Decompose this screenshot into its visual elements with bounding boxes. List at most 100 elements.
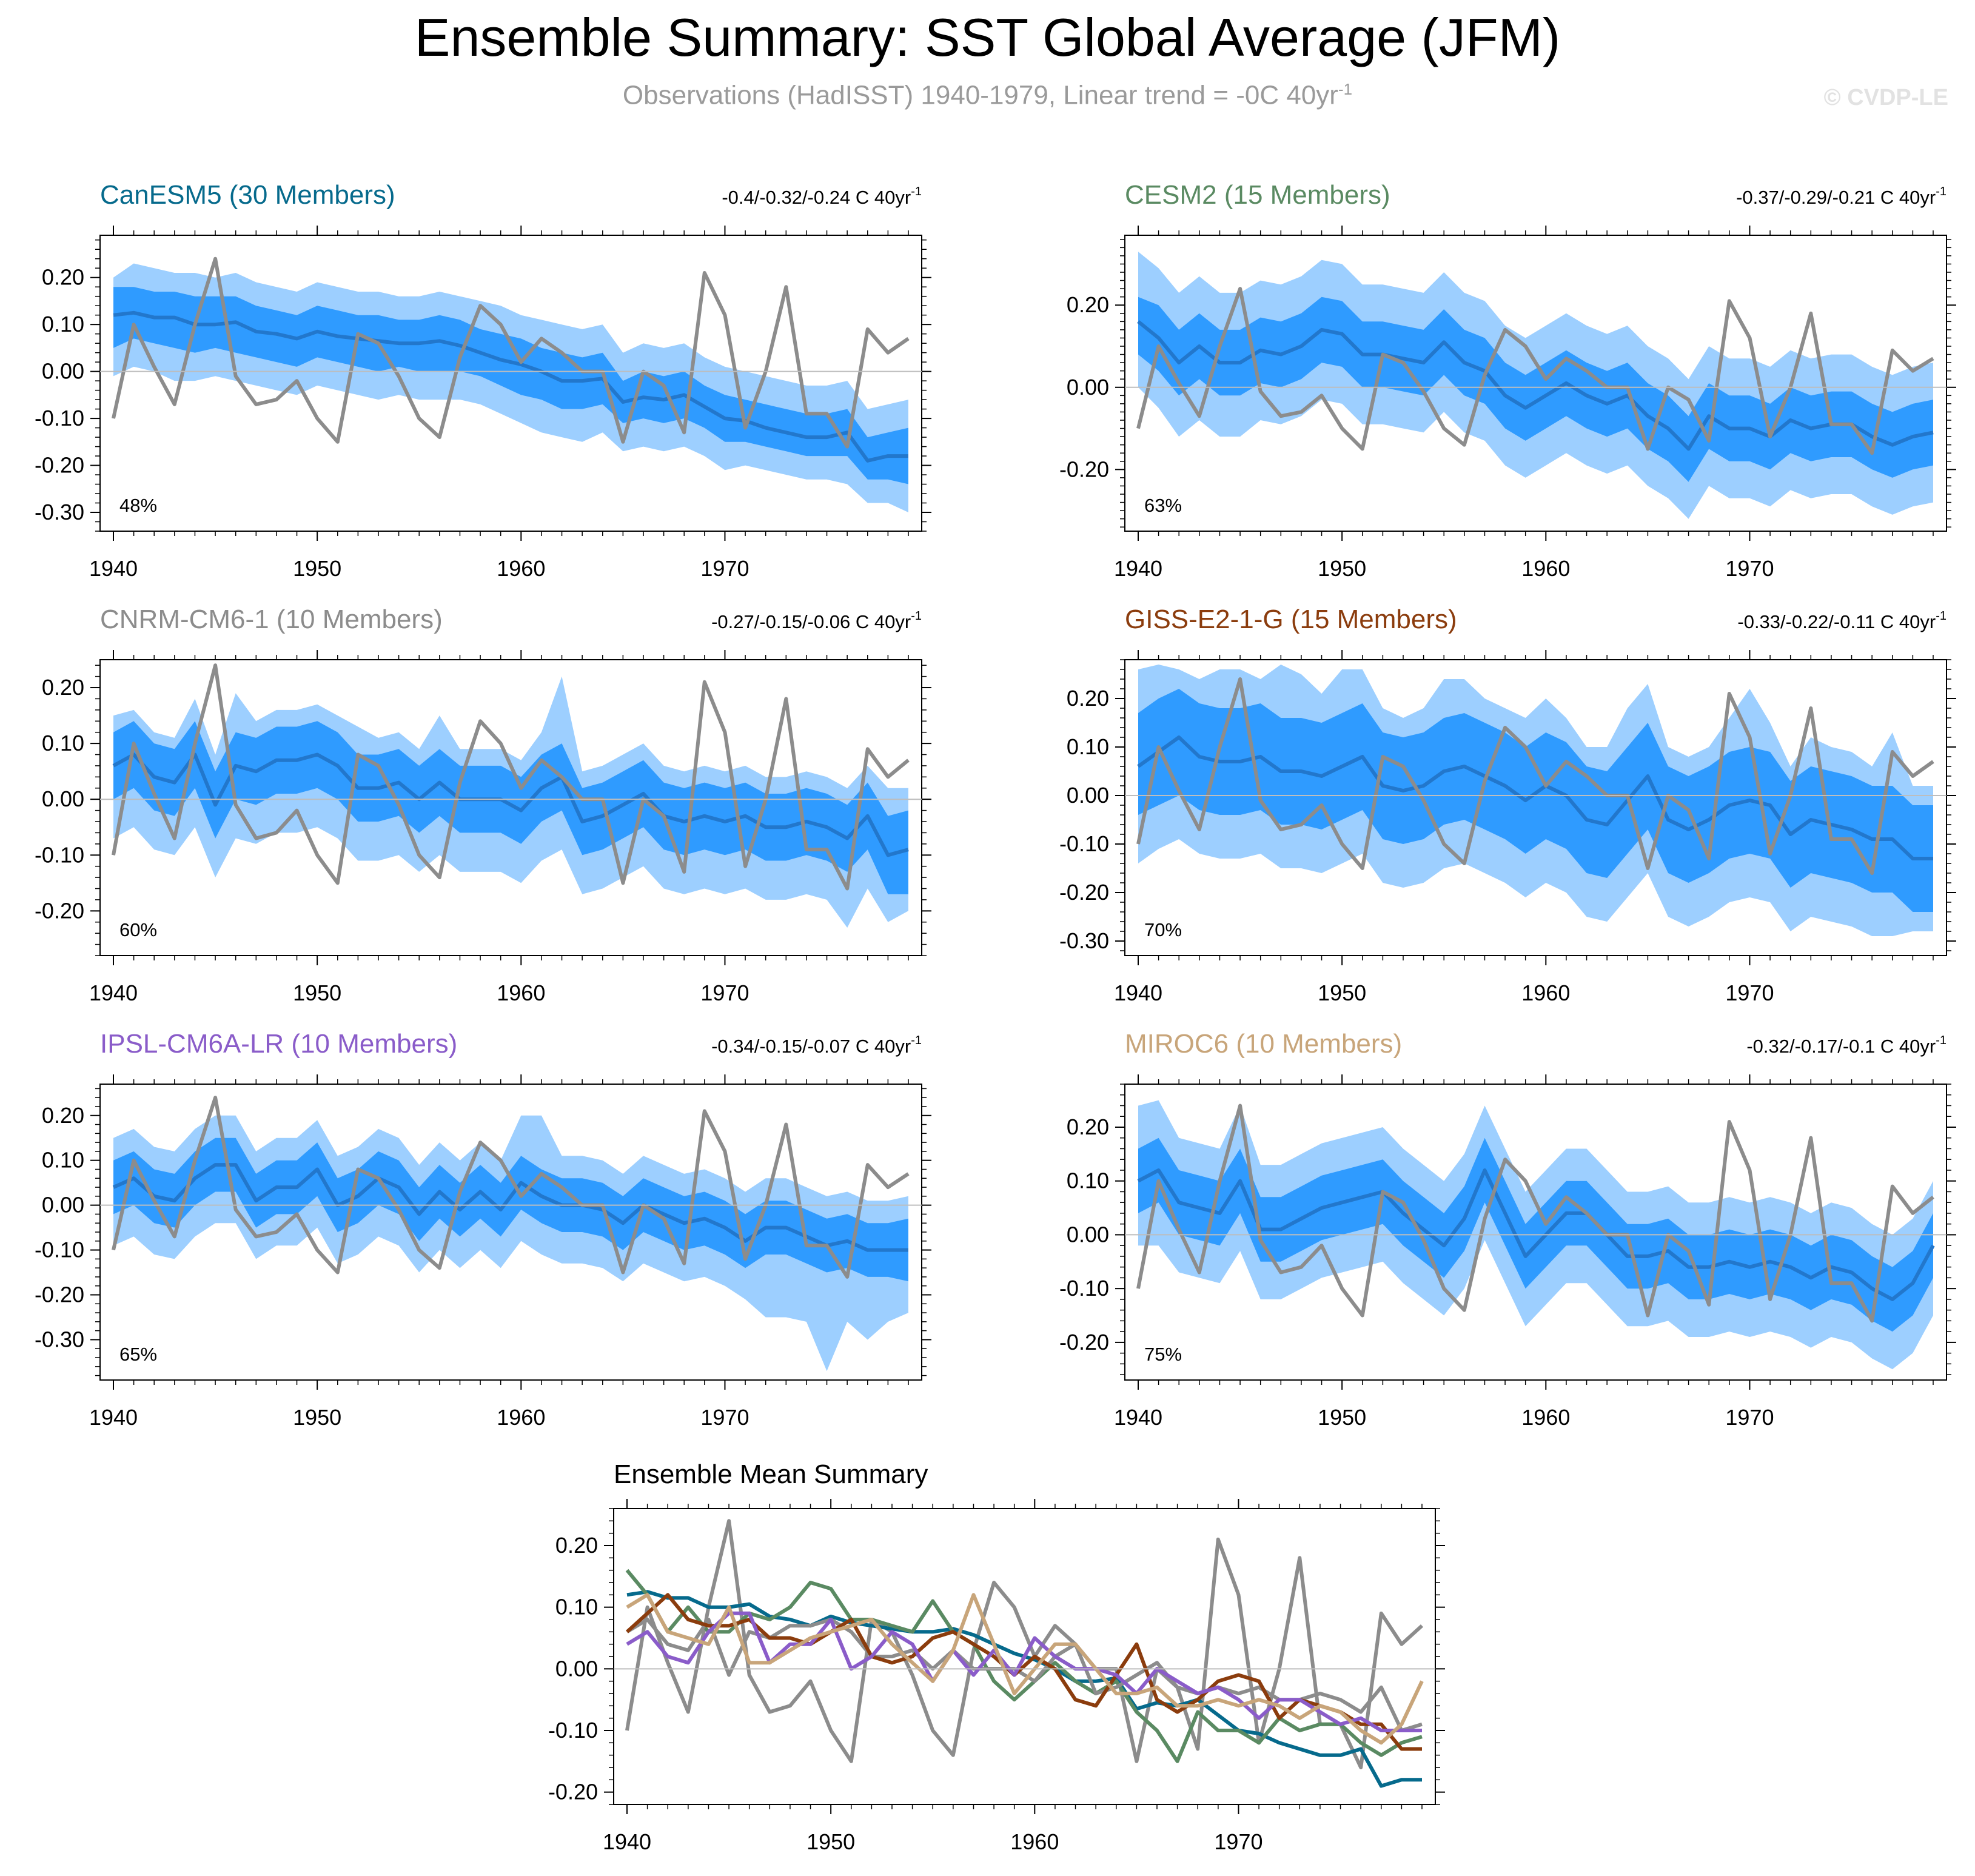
credit-watermark: © CVDP-LE xyxy=(1823,85,1948,110)
trend-range-value: -0.33/-0.22/-0.11 C 40yr xyxy=(1737,611,1936,632)
main-title: Ensemble Summary: SST Global Average (JF… xyxy=(414,7,1561,67)
y-tick-label: 0.00 xyxy=(1067,375,1109,400)
y-tick-label: 0.00 xyxy=(42,1193,84,1218)
panel-axes-4: 0.20 0.10 0.00 -0.10 -0.20 -0.30 1940 1950 1960 1… xyxy=(35,1074,931,1430)
panel-axes-2: 0.20 0.10 0.00 -0.10 -0.20 1940 1950 1960 1970 xyxy=(35,650,931,1005)
panel-title: CNRM-CM6-1 (10 Members) xyxy=(100,605,443,634)
subtitle-text: Observations (HadISST) 1940-1979, Linear… xyxy=(622,80,1338,110)
panel-axes-1: 0.20 0.00 -0.20 1940 1950 1960 1970 xyxy=(1059,226,1956,581)
panel-axes-6: 0.20 0.10 0.00 -0.10 -0.20 1940 1950 1960 1970 xyxy=(548,1499,1445,1854)
trend-range-superscript: -1 xyxy=(1936,185,1946,198)
series-line-miroc6 xyxy=(626,1593,1424,1745)
x-tick-label: 1970 xyxy=(700,556,749,581)
summary-panel-title: Ensemble Mean Summary xyxy=(614,1459,928,1489)
x-tick-label: 1970 xyxy=(700,980,749,1005)
percent-label: 48% xyxy=(119,495,157,516)
y-tick-label: -0.20 xyxy=(548,1780,598,1804)
y-tick-label: -0.20 xyxy=(35,898,84,923)
trend-range-label: -0.33/-0.22/-0.11 C 40yr-1 xyxy=(1737,609,1946,632)
subtitle-superscript: -1 xyxy=(1338,80,1353,98)
x-tick-label: 1960 xyxy=(1521,556,1570,581)
y-tick-label: 0.00 xyxy=(555,1656,598,1681)
series-line-giss-e2-1-g xyxy=(625,1593,1422,1751)
x-tick-label: 1950 xyxy=(1318,980,1366,1005)
series-line-cesm2 xyxy=(625,1569,1423,1763)
plot-frame xyxy=(1124,659,1947,956)
y-tick-label: -0.10 xyxy=(1059,831,1109,856)
x-tick-label: 1950 xyxy=(293,556,341,581)
trend-range-label: -0.4/-0.32/-0.24 C 40yr-1 xyxy=(722,185,922,208)
trend-range-value: -0.4/-0.32/-0.24 C 40yr xyxy=(722,187,911,208)
y-tick-label: -0.10 xyxy=(35,406,84,430)
ensemble-mean-line xyxy=(112,1163,908,1252)
ensemble-panel-2: CNRM-CM6-1 (10 Members) -0.27/-0.15/-0.06… xyxy=(100,605,922,940)
observations-line xyxy=(112,663,910,891)
y-tick-label: -0.20 xyxy=(35,453,84,478)
ensemble-mean-line xyxy=(112,752,909,857)
plot-frame xyxy=(99,235,922,532)
percent-label: 60% xyxy=(119,919,157,940)
y-tick-label: -0.10 xyxy=(1059,1276,1109,1301)
y-tick-label: -0.10 xyxy=(548,1718,598,1743)
y-tick-label: 0.10 xyxy=(42,731,84,755)
y-tick-label: -0.30 xyxy=(35,500,84,524)
trend-range-label: -0.32/-0.17/-0.1 C 40yr-1 xyxy=(1746,1034,1946,1057)
x-tick-label: 1960 xyxy=(1521,1405,1570,1430)
x-tick-label: 1950 xyxy=(293,980,341,1005)
y-tick-label: -0.30 xyxy=(35,1327,84,1352)
percent-label: 75% xyxy=(1144,1344,1182,1365)
observations-line xyxy=(112,1096,910,1279)
trend-range-label: -0.27/-0.15/-0.06 C 40yr-1 xyxy=(711,609,922,632)
y-tick-label: 0.10 xyxy=(42,312,84,337)
y-tick-label: -0.20 xyxy=(1059,880,1109,905)
observations-line xyxy=(1136,287,1934,455)
x-tick-label: 1950 xyxy=(806,1829,855,1854)
y-tick-label: 0.20 xyxy=(42,1103,84,1128)
trend-range-value: -0.27/-0.15/-0.06 C 40yr xyxy=(711,611,911,632)
y-tick-label: 0.20 xyxy=(1067,686,1109,711)
x-tick-label: 1940 xyxy=(89,556,138,581)
y-tick-label: 0.00 xyxy=(42,786,84,811)
observations-line xyxy=(625,1519,1424,1769)
trend-range-value: -0.37/-0.29/-0.21 C 40yr xyxy=(1736,187,1936,208)
panel-axes-3: 0.20 0.10 0.00 -0.10 -0.20 -0.30 1940 1950 1960 1… xyxy=(1059,650,1956,1005)
trend-range-superscript: -1 xyxy=(911,1034,922,1047)
x-tick-label: 1940 xyxy=(89,980,138,1005)
inner-spread-band xyxy=(1138,689,1933,912)
inner-spread-band xyxy=(113,287,908,484)
y-tick-label: 0.10 xyxy=(1067,1168,1109,1193)
observations-line xyxy=(112,256,910,449)
percent-label: 70% xyxy=(1144,919,1182,940)
inner-spread-band xyxy=(113,721,908,894)
observations-line xyxy=(1136,1104,1934,1323)
plot-frame xyxy=(1124,235,1947,532)
x-tick-label: 1950 xyxy=(1318,1405,1366,1430)
panel-title: CanESM5 (30 Members) xyxy=(100,180,395,210)
plot-frame xyxy=(99,659,922,956)
trend-range-superscript: -1 xyxy=(1936,1034,1946,1047)
ensemble-mean-line xyxy=(1137,1168,1935,1301)
x-tick-label: 1970 xyxy=(1725,980,1774,1005)
y-tick-label: 0.10 xyxy=(42,1148,84,1173)
ensemble-mean-line xyxy=(113,310,908,463)
inner-spread-band xyxy=(1138,296,1933,482)
trend-range-superscript: -1 xyxy=(911,185,922,198)
ensemble-panel-5: MIROC6 (10 Members) -0.32/-0.17/-0.1 C 40… xyxy=(1125,1029,1946,1370)
x-tick-label: 1960 xyxy=(497,556,545,581)
x-tick-label: 1970 xyxy=(1725,556,1774,581)
panel-axes-0: 0.20 0.10 0.00 -0.10 -0.20 -0.30 1940 1950 1960 1… xyxy=(35,226,931,581)
y-tick-label: 0.20 xyxy=(555,1533,598,1558)
x-tick-label: 1960 xyxy=(1010,1829,1059,1854)
y-tick-label: 0.00 xyxy=(1067,1222,1109,1247)
y-tick-label: -0.30 xyxy=(1059,928,1109,953)
y-tick-label: 0.20 xyxy=(42,675,84,700)
panel-title: CESM2 (15 Members) xyxy=(1125,180,1390,210)
observations-line xyxy=(1136,677,1934,875)
x-tick-label: 1940 xyxy=(1114,980,1162,1005)
y-tick-label: 0.00 xyxy=(1067,783,1109,808)
series-line-ipsl-cm6a-lr xyxy=(626,1611,1422,1732)
x-tick-label: 1960 xyxy=(1521,980,1570,1005)
y-tick-label: -0.20 xyxy=(1059,1330,1109,1355)
percent-label: 63% xyxy=(1144,495,1182,516)
